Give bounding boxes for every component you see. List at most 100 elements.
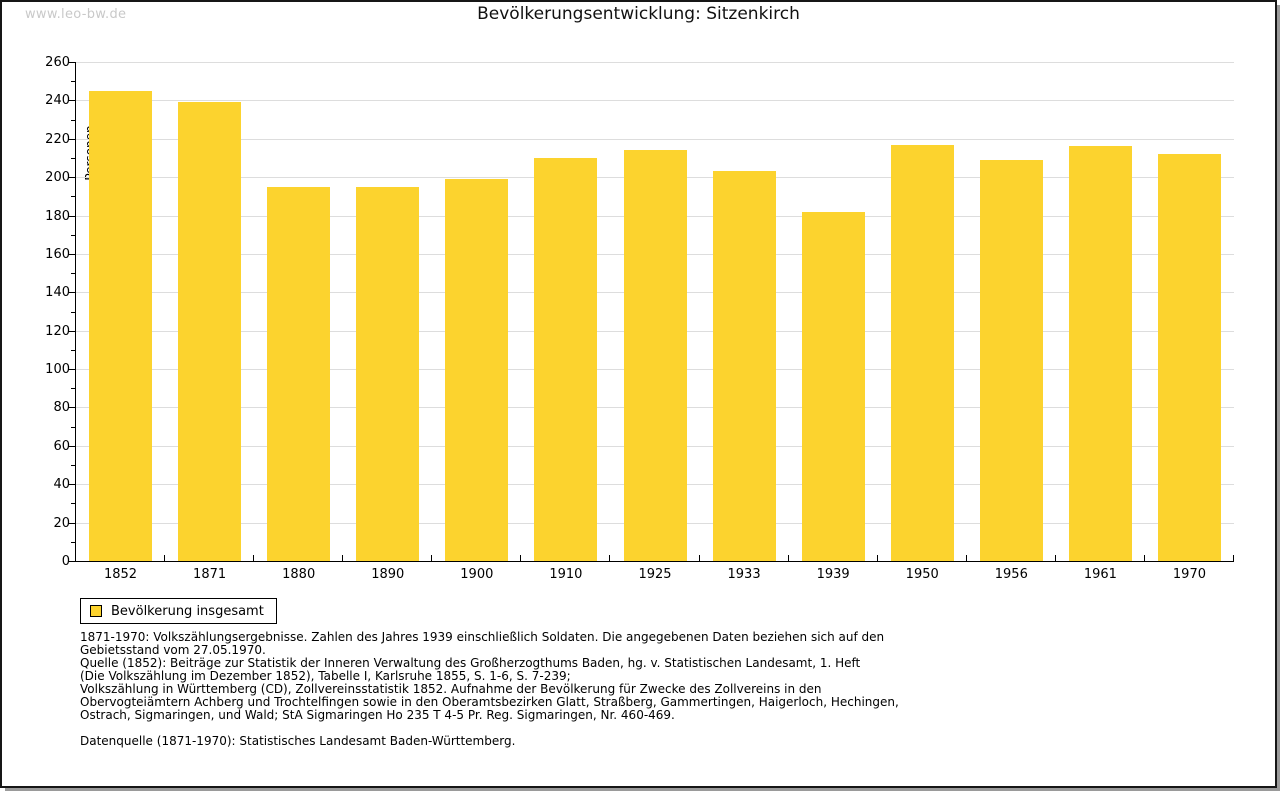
x-tick-label: 1871 bbox=[193, 567, 227, 582]
y-minor-tick bbox=[71, 196, 75, 198]
legend-box: Bevölkerung insgesamt bbox=[80, 598, 277, 624]
site-watermark: www.leo-bw.de bbox=[25, 7, 127, 22]
x-tick-label: 1890 bbox=[371, 567, 405, 582]
y-major-tick bbox=[68, 484, 75, 486]
x-tick-label: 1950 bbox=[905, 567, 939, 582]
x-axis-tick bbox=[253, 555, 255, 561]
bar-1933 bbox=[712, 171, 776, 561]
y-tick-label: 140 bbox=[45, 285, 70, 301]
bar-chart-plot-area: Personen 0204060801001201401601802002202… bbox=[45, 56, 1234, 582]
footnote-line: Ostrach, Sigmaringen, und Wald; StA Sigm… bbox=[80, 708, 675, 722]
y-tick-label: 0 bbox=[61, 554, 70, 569]
x-axis-tick bbox=[876, 555, 878, 561]
x-tick-label: 1900 bbox=[460, 567, 494, 582]
y-minor-tick bbox=[71, 541, 75, 543]
y-major-tick bbox=[68, 253, 75, 255]
y-major-tick bbox=[68, 177, 75, 179]
y-minor-tick bbox=[71, 311, 75, 313]
y-minor-tick bbox=[71, 273, 75, 275]
y-tick-label: 60 bbox=[53, 438, 70, 454]
y-tick-label: 160 bbox=[45, 246, 70, 262]
y-minor-tick bbox=[71, 157, 75, 159]
footnote-line: Gebietsstand vom 27.05.1970. bbox=[80, 643, 266, 657]
y-gridline bbox=[76, 138, 1234, 140]
y-tick-label: 200 bbox=[45, 170, 70, 186]
y-major-tick bbox=[68, 561, 75, 562]
x-axis-tick bbox=[520, 555, 522, 561]
bar-1871 bbox=[178, 102, 242, 561]
x-tick-label: 1939 bbox=[816, 567, 850, 582]
footnote-line: Obervogteiämtern Achberg und Trochtelfin… bbox=[80, 695, 899, 709]
y-gridline bbox=[76, 100, 1234, 102]
y-tick-label: 20 bbox=[53, 515, 70, 531]
x-tick-label: 1910 bbox=[549, 567, 583, 582]
footnote-line: Volkszählung in Württemberg (CD), Zollve… bbox=[80, 682, 822, 696]
bar-1910 bbox=[534, 157, 598, 561]
x-tick-label: 1880 bbox=[282, 567, 316, 582]
y-minor-tick bbox=[71, 119, 75, 121]
bar-1925 bbox=[623, 150, 687, 561]
x-axis-tick bbox=[342, 555, 344, 561]
y-tick-label: 100 bbox=[45, 362, 70, 378]
page-shadow-bottom bbox=[5, 788, 1280, 791]
x-axis-tick bbox=[609, 555, 611, 561]
y-minor-tick bbox=[71, 81, 75, 83]
y-major-tick bbox=[68, 138, 75, 140]
y-tick-label: 220 bbox=[45, 131, 70, 147]
y-tick-label: 40 bbox=[53, 477, 70, 493]
x-axis-tick bbox=[431, 555, 433, 561]
x-tick-label: 1925 bbox=[638, 567, 672, 582]
bar-1852 bbox=[89, 90, 153, 561]
chart-title: Bevölkerungsentwicklung: Sitzenkirch bbox=[477, 4, 800, 24]
y-gridline bbox=[76, 62, 1234, 63]
y-major-tick bbox=[68, 215, 75, 217]
x-axis-tick bbox=[698, 555, 700, 561]
bar-1890 bbox=[356, 186, 420, 561]
footnote-line: 1871-1970: Volkszählungsergebnisse. Zahl… bbox=[80, 630, 885, 644]
bar-1961 bbox=[1068, 146, 1132, 561]
x-axis-tick bbox=[164, 555, 166, 561]
y-major-tick bbox=[68, 369, 75, 371]
bar-1900 bbox=[445, 179, 509, 561]
y-tick-label: 80 bbox=[53, 400, 70, 416]
y-tick-label: 120 bbox=[45, 323, 70, 339]
x-tick-label: 1956 bbox=[994, 567, 1028, 582]
y-minor-tick bbox=[71, 503, 75, 505]
bar-1939 bbox=[801, 211, 865, 561]
y-major-tick bbox=[68, 445, 75, 447]
legend-label: Bevölkerung insgesamt bbox=[111, 603, 264, 619]
bar-1970 bbox=[1157, 154, 1221, 561]
x-tick-label: 1933 bbox=[727, 567, 761, 582]
x-axis-tick bbox=[1054, 555, 1056, 561]
page-shadow-right bbox=[1277, 5, 1280, 791]
bar-1950 bbox=[890, 144, 954, 561]
source-footnote: 1871-1970: Volkszählungsergebnisse. Zahl… bbox=[80, 631, 899, 748]
x-axis-tick bbox=[787, 555, 789, 561]
y-minor-tick bbox=[71, 349, 75, 351]
x-axis-tick bbox=[965, 555, 967, 561]
y-minor-tick bbox=[71, 388, 75, 390]
legend-swatch-icon bbox=[90, 605, 102, 617]
y-major-tick bbox=[68, 100, 75, 102]
y-major-tick bbox=[68, 407, 75, 409]
y-tick-label: 180 bbox=[45, 208, 70, 224]
x-tick-label: 1970 bbox=[1172, 567, 1206, 582]
x-tick-label: 1961 bbox=[1083, 567, 1117, 582]
footnote-line: (Die Volkszählung im Dezember 1852), Tab… bbox=[80, 669, 571, 683]
bar-1956 bbox=[979, 159, 1043, 561]
y-tick-label: 240 bbox=[45, 93, 70, 109]
y-minor-tick bbox=[71, 234, 75, 236]
bar-1880 bbox=[267, 186, 331, 561]
x-axis-tick bbox=[1233, 555, 1234, 561]
y-minor-tick bbox=[71, 465, 75, 467]
datasource-line: Datenquelle (1871-1970): Statistisches L… bbox=[80, 734, 516, 748]
y-major-tick bbox=[68, 330, 75, 332]
y-major-tick bbox=[68, 522, 75, 524]
footnote-line: Quelle (1852): Beiträge zur Statistik de… bbox=[80, 656, 861, 670]
y-tick-label: 260 bbox=[45, 55, 70, 70]
y-minor-tick bbox=[71, 426, 75, 428]
x-axis-tick bbox=[1143, 555, 1145, 561]
y-major-tick bbox=[68, 292, 75, 294]
y-major-tick bbox=[68, 62, 75, 63]
